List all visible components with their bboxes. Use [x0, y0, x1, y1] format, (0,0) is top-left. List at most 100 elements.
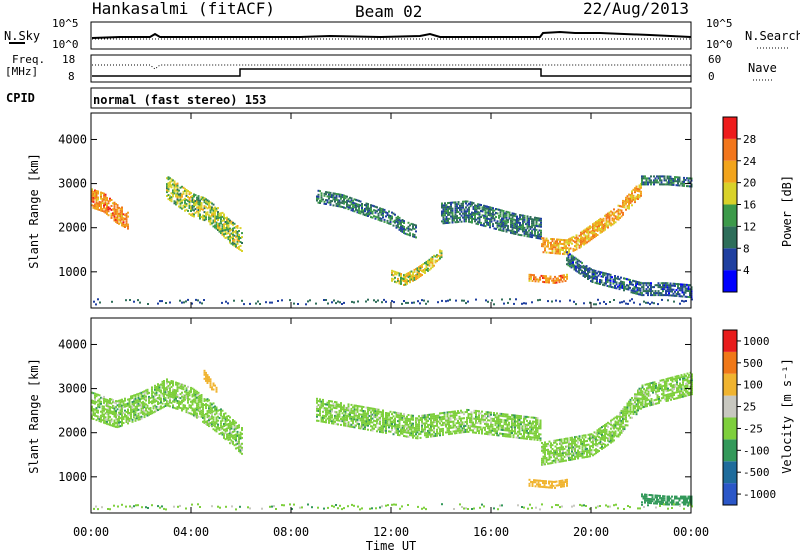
- power-cell-2660: [685, 300, 687, 302]
- power-cell-1606: [559, 251, 561, 253]
- velocity-cell-1055: [339, 416, 341, 418]
- power-cell-1365: [507, 221, 509, 223]
- power-cell-1323: [500, 215, 502, 217]
- velocity-cell-1665: [450, 417, 452, 419]
- velocity-cell-2030: [519, 419, 521, 421]
- power-cell-2651: [651, 302, 653, 304]
- power-cell-879: [415, 225, 417, 227]
- power-cell-2613: [513, 303, 515, 305]
- power-cell-1489: [531, 230, 533, 232]
- power-cell-48: [100, 206, 102, 208]
- power-cell-2634: [603, 301, 605, 303]
- velocity-cell-1383: [399, 426, 401, 428]
- velocity-cell-2043: [522, 427, 524, 429]
- velocity-cell-2177: [546, 457, 548, 459]
- velocity-cell-1633: [444, 414, 446, 416]
- power-cell-1280: [491, 221, 493, 223]
- velocity-cell-387: [151, 388, 153, 390]
- power-cell-2035: [529, 280, 531, 282]
- power-cell-1852: [624, 206, 626, 208]
- power-cell-263: [183, 193, 185, 195]
- velocity-cell-1030: [334, 421, 336, 423]
- power-cell-1900: [636, 186, 638, 188]
- velocity-cell-885: [234, 430, 236, 432]
- velocity-cell-1602: [438, 421, 440, 423]
- velocity-cell-1323: [387, 422, 389, 424]
- velocity-cell-2069: [526, 426, 528, 428]
- power-cell-2581: [393, 301, 395, 303]
- power-cell-2571: [357, 301, 359, 303]
- velocity-cell-1977: [511, 432, 513, 434]
- velocity-cell-409: [156, 406, 158, 408]
- power-cell-2528: [183, 301, 185, 303]
- power-cell-1091: [452, 208, 454, 210]
- power-cell-2549: [271, 302, 273, 304]
- power-cell-2516: [129, 299, 131, 301]
- power-cell-2547: [265, 301, 267, 303]
- velocity-cell-1217: [367, 417, 369, 419]
- power-cell-1511: [536, 229, 538, 231]
- velocity-cell-696: [202, 411, 204, 413]
- velocity-cell-1646: [447, 415, 449, 417]
- power-cell-2566: [339, 301, 341, 303]
- velocity-cell-1148: [355, 413, 357, 415]
- power-cell-1540: [540, 220, 542, 222]
- power-cell-2081: [556, 282, 558, 284]
- power-cell-1556: [546, 252, 548, 254]
- power-cell-171: [127, 228, 129, 230]
- power-cell-2267: [614, 275, 616, 277]
- power-cell-1031: [441, 203, 443, 205]
- power-cell-1364: [507, 225, 509, 227]
- power-cell-770: [378, 215, 380, 217]
- power-cell-2639: [621, 301, 623, 303]
- velocity-cell-1467: [412, 415, 414, 417]
- power-cell-513: [229, 240, 231, 242]
- velocity-cell-1793: [475, 414, 477, 416]
- velocity-cell-2221: [555, 446, 557, 448]
- velocity-cell-1733: [463, 427, 465, 429]
- velocity-cell-1219: [367, 413, 369, 415]
- power-cell-90: [108, 202, 110, 204]
- power-cell-2250: [610, 284, 612, 286]
- power-cell-1055: [446, 216, 448, 218]
- velocity-cell-784: [216, 407, 218, 409]
- velocity-cell-2259: [561, 439, 563, 441]
- power-cell-1131: [461, 209, 463, 211]
- velocity-cell-1882: [493, 418, 495, 420]
- date-label: 22/Aug/2013: [583, 0, 689, 18]
- power-cell-584: [318, 194, 320, 196]
- velocity-cell-2074: [528, 434, 530, 436]
- power-y-tick-label-3: 4000: [58, 132, 87, 146]
- power-cell-833: [399, 217, 401, 219]
- power-cell-2018: [683, 181, 685, 183]
- velocity-cell-761: [213, 418, 215, 420]
- power-cell-2520: [147, 303, 149, 305]
- power-cell-2610: [503, 303, 505, 305]
- velocity-cell-1353: [393, 415, 395, 417]
- power-cell-275: [186, 205, 188, 207]
- velocity-cell-1281: [379, 423, 381, 425]
- power-cell-809: [391, 216, 393, 218]
- velocity-cell-1703: [457, 420, 459, 422]
- velocity-cell-662: [198, 416, 200, 418]
- velocity-cell-1835: [484, 415, 486, 417]
- power-cell-2641: [625, 303, 627, 305]
- power-cell-1601: [558, 247, 560, 249]
- power-cell-2534: [199, 302, 201, 304]
- power-cell-2442: [671, 291, 673, 293]
- power-cell-2556: [307, 300, 309, 302]
- power-cell-2587: [413, 302, 415, 304]
- power-cell-717: [360, 201, 362, 203]
- power-cell-570: [240, 245, 242, 247]
- power-cell-2042: [532, 280, 534, 282]
- power-cell-978: [424, 272, 426, 274]
- velocity-cell-1841: [486, 421, 488, 423]
- power-cell-816: [394, 214, 396, 216]
- velocity-cell-1127: [352, 422, 354, 424]
- velocity-cell-9: [93, 418, 95, 420]
- power-cell-2430: [668, 292, 670, 294]
- cpid-panel: CPID normal (fast stereo) 153: [6, 88, 691, 108]
- velocity-cell-203: [123, 422, 125, 424]
- power-cell-1163: [467, 201, 469, 203]
